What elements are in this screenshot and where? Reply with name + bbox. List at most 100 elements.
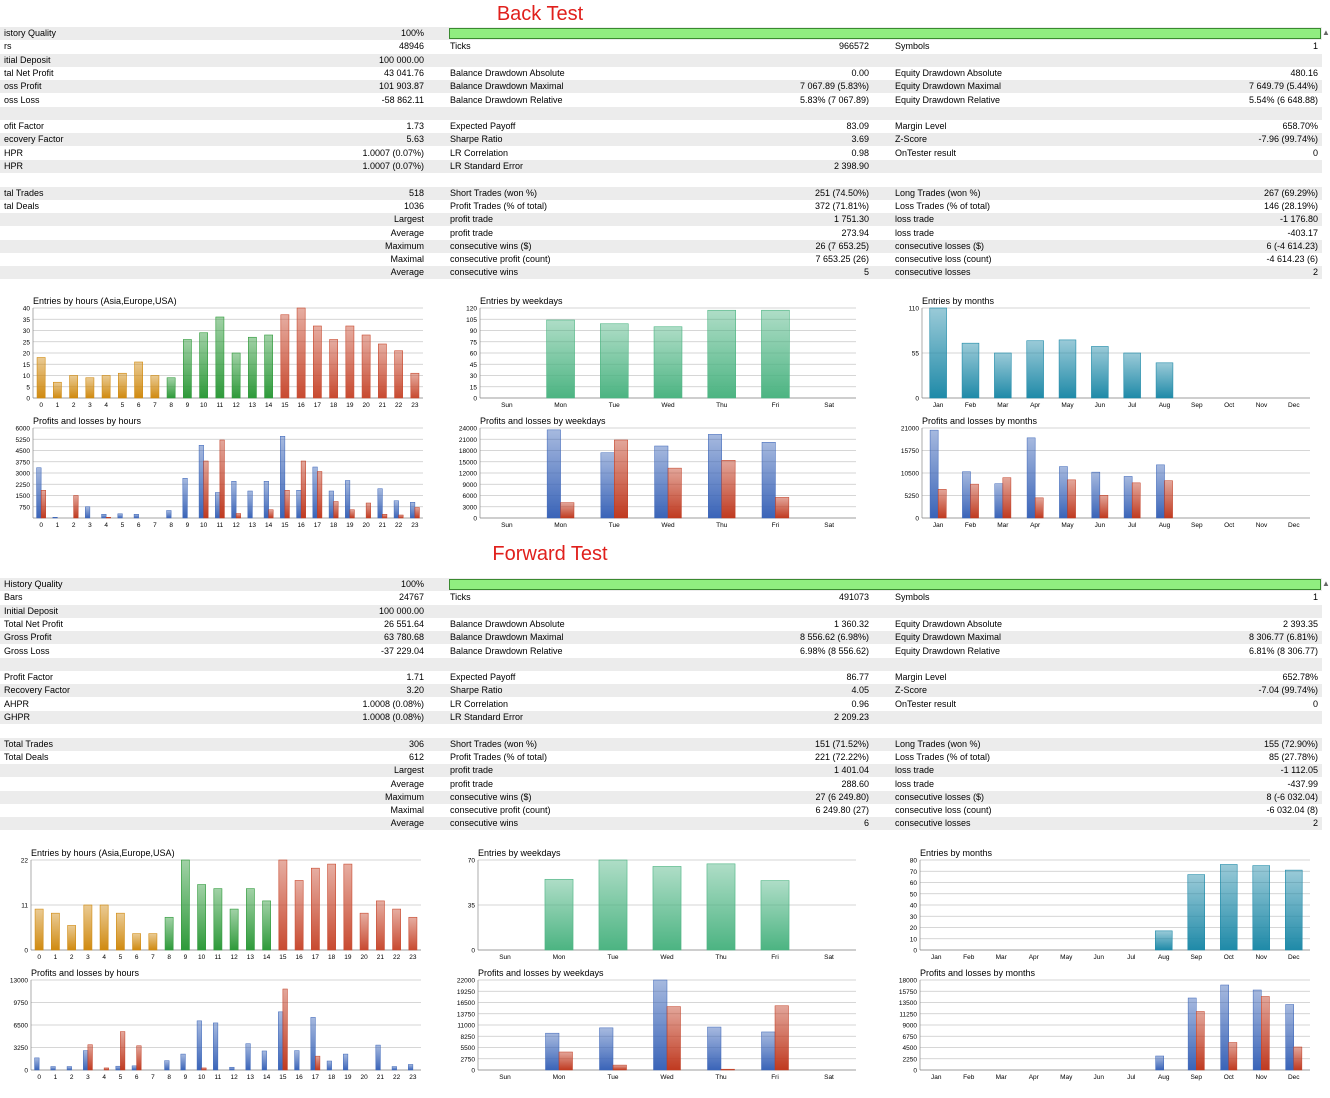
x-tick-label: Mar [996, 1074, 1008, 1081]
loss-bar [775, 497, 790, 519]
stat-value: 5.54% (6 648.88) [1248, 94, 1318, 105]
stat-label: Margin Level [895, 121, 947, 132]
stat-label: LR Correlation [450, 698, 509, 709]
stat-value: 1.0008 (0.08%) [362, 698, 424, 709]
loss-bar [1002, 477, 1012, 519]
stat-label: Z-Score [895, 134, 928, 145]
stat-label: consecutive wins ($) [450, 240, 532, 251]
x-tick-label: 0 [37, 954, 41, 961]
y-tick-label: 70 [468, 858, 476, 865]
loss-bar [365, 502, 371, 519]
stat-value: 2 398.90 [833, 161, 869, 171]
x-tick-label: 21 [379, 522, 387, 529]
stat-label: rs [4, 41, 12, 52]
profit-bar [101, 514, 107, 519]
loss-bar [268, 509, 274, 519]
x-tick-label: Thu [716, 402, 728, 409]
stat-label [450, 173, 670, 186]
profit-bar [115, 1065, 121, 1071]
x-tick-label: Jul [1127, 1074, 1136, 1081]
stat-label: consecutive wins [450, 818, 519, 829]
chart: Profits and losses by hours7501500225030… [16, 416, 423, 529]
profit-bar [1091, 471, 1101, 519]
y-tick-label: 18000 [899, 978, 917, 985]
x-tick-label: Jan [931, 1074, 942, 1081]
scroll-up-icon[interactable]: ▲ [1322, 579, 1330, 588]
y-tick-label: 3250 [14, 1045, 29, 1052]
bar [181, 859, 190, 951]
stat-label: ofit Factor [4, 121, 45, 132]
y-tick-label: 9000 [903, 1023, 918, 1030]
profit-bar [410, 502, 416, 519]
stat-label: AHPR [4, 698, 30, 709]
x-tick-label: Jan [933, 522, 944, 529]
bar [376, 900, 385, 951]
x-tick-label: 19 [344, 954, 352, 961]
stat-label: consecutive profit (count) [450, 254, 551, 265]
stat-label [4, 107, 204, 120]
loss-bar [136, 1045, 142, 1071]
x-tick-label: Sun [499, 954, 511, 961]
x-tick-label: 9 [184, 1074, 188, 1081]
profit-bar [213, 1022, 219, 1071]
stat-value: 0 [1312, 698, 1318, 709]
x-tick-label: Sep [1190, 1074, 1202, 1081]
stat-label: Balance Drawdown Relative [450, 645, 563, 656]
stat-value: 267 (69.29%) [1263, 187, 1318, 198]
x-tick-label: 15 [279, 954, 287, 961]
stat-label: Balance Drawdown Maximal [450, 81, 564, 92]
bar [707, 309, 736, 399]
stat-value: 2 [1312, 818, 1318, 829]
stat-label: istory Quality [4, 28, 57, 38]
chart: Entries by weekdays 0 35 70 Sun Mon Tue Wed Thu F… [468, 848, 856, 961]
loss-bar [1067, 479, 1076, 519]
y-tick-label: 35 [23, 317, 31, 324]
stat-value: 5.63 [406, 134, 424, 145]
y-tick-label: 0 [24, 1068, 28, 1075]
scroll-up-icon[interactable]: ▲ [1322, 28, 1330, 37]
stat-value: Average [390, 778, 424, 789]
y-tick-label: 3000 [463, 504, 478, 511]
y-tick-label: 15750 [899, 989, 917, 996]
profit-bar [182, 478, 188, 519]
stats-row: tal Deals 1036 Profit Trades (% of total) 3… [0, 200, 1322, 213]
y-tick-label: 0 [473, 396, 477, 403]
x-tick-label: 4 [102, 954, 106, 961]
stat-value: 2 209.23 [833, 712, 869, 722]
stats-row: rs 48946 Ticks 966572 Symbols 1 [0, 40, 1322, 53]
stat-label [895, 54, 1115, 67]
stat-value: Maximum [384, 240, 424, 251]
x-tick-label: 8 [169, 522, 173, 529]
stat-value: -7.96 (99.74%) [1258, 134, 1318, 145]
x-tick-label: Oct [1224, 522, 1234, 529]
stat-value: 6.98% (8 556.62) [799, 645, 869, 656]
stat-value: 101 903.87 [378, 81, 424, 92]
bar [408, 916, 418, 951]
x-tick-label: 4 [102, 1074, 106, 1081]
chart: Entries by months 0 10 20 30 40 50 60 70 80 Jan Feb… [910, 848, 1310, 961]
y-tick-label: 5250 [905, 493, 920, 500]
x-tick-label: 0 [37, 1074, 41, 1081]
loss-bar [87, 1044, 93, 1071]
stat-label [450, 107, 670, 120]
x-tick-label: 20 [361, 1074, 369, 1081]
x-tick-label: 13 [247, 954, 255, 961]
x-tick-label: 18 [328, 954, 336, 961]
history-quality-bar [449, 579, 1321, 590]
profit-bar [545, 1032, 560, 1071]
profit-bar [263, 481, 269, 519]
loss-bar [40, 490, 46, 519]
stat-label: Balance Drawdown Absolute [450, 67, 565, 78]
profit-bar [34, 1057, 40, 1071]
stats-row: tal Net Profit 43 041.76 Balance Drawdown … [0, 67, 1322, 80]
x-tick-label: Jan [931, 954, 942, 961]
bar [1252, 865, 1270, 951]
x-tick-label: 12 [233, 522, 241, 529]
bar [1284, 869, 1303, 951]
stat-label: LR Standard Error [450, 712, 524, 722]
stat-value: 5 [863, 267, 869, 278]
profit-bar [761, 442, 776, 519]
stat-value: 652.78% [1282, 672, 1318, 683]
stat-label: Recovery Factor [4, 685, 71, 696]
y-tick-label: 20 [23, 351, 31, 358]
